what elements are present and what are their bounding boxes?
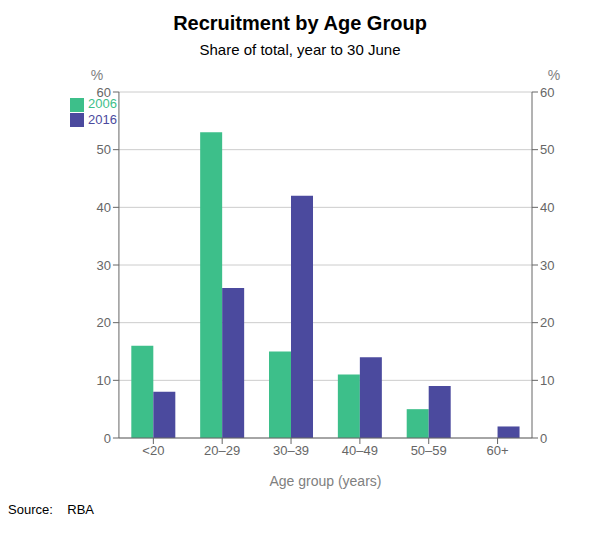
html-text:Source: RBA: Source: RBA: [8, 502, 94, 517]
svg-text:50: 50: [540, 142, 554, 157]
svg-text:60: 60: [96, 85, 110, 100]
svg-text:0: 0: [540, 431, 547, 446]
svg-text:30–39: 30–39: [273, 443, 309, 458]
svg-text:10: 10: [540, 373, 554, 388]
svg-text:60: 60: [540, 85, 554, 100]
svg-text:50: 50: [96, 142, 110, 157]
svg-text:20: 20: [96, 315, 110, 330]
svg-text:%: %: [91, 67, 103, 83]
html-text:2006: 2006: [88, 96, 117, 111]
html-text:Recruitment by Age Group: Recruitment by Age Group: [173, 12, 427, 34]
svg-text:40: 40: [540, 200, 554, 215]
html-text:2016: 2016: [88, 111, 117, 127]
svg-text:40: 40: [96, 200, 110, 215]
svg-text:Age group (years): Age group (years): [269, 473, 381, 489]
svg-text:0: 0: [104, 431, 111, 446]
svg-text:20–29: 20–29: [204, 443, 240, 458]
html-text:Share of total, year to 30 Jun: Share of total, year to 30 June: [199, 41, 401, 58]
svg-text:20: 20: [540, 315, 554, 330]
svg-text:%: %: [548, 67, 560, 83]
svg-text:50–59: 50–59: [411, 443, 447, 458]
svg-text:<20: <20: [142, 443, 164, 458]
svg-text:30: 30: [96, 258, 110, 273]
svg-text:60+: 60+: [487, 443, 509, 458]
svg-text:30: 30: [540, 258, 554, 273]
svg-text:10: 10: [96, 373, 110, 388]
svg-text:40–49: 40–49: [342, 443, 378, 458]
